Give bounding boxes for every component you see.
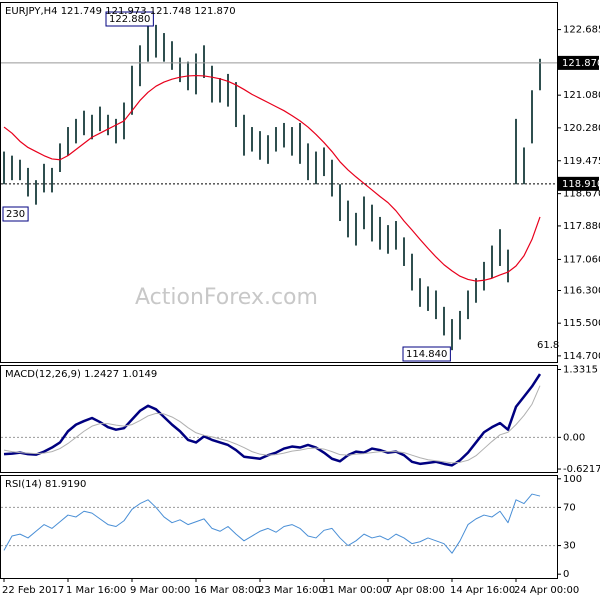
y-tick-label: 1.3315 [563,365,598,376]
x-tick-label: 9 Mar 00:00 [130,585,190,596]
panel-frame [0,475,558,579]
annotation: 114.840 [406,349,447,360]
annotation: 230 [6,209,25,220]
y-tick-label: 118.670 [563,189,600,200]
y-tick-label: 122.685 [563,25,600,36]
moving-average [3,74,541,282]
annotation-box [105,11,154,27]
watermark: ActionForex.com [135,285,318,310]
y-tick-label: 70 [563,502,576,513]
x-tick-label: 24 Apr 00:00 [514,585,579,596]
x-tick-label: 14 Apr 16:00 [450,585,515,596]
y-tick-label: 116.300 [563,285,600,296]
panel-title: RSI(14) 81.9190 [5,479,86,490]
y-tick-label: 30 [563,541,576,552]
panel-title: EURJPY,H4 121.749 121.973 121.748 121.87… [5,6,236,17]
y-tick-label: 120.280 [563,123,600,134]
y-tick-label: -0.6217 [563,464,600,475]
y-tick-label: 100 [563,474,582,485]
x-tick-label: 7 Apr 08:00 [386,585,445,596]
x-tick-label: 23 Mar 16:00 [258,585,325,596]
series-line [3,493,541,554]
price-label-box [558,55,599,70]
y-tick-label: 117.880 [563,221,600,232]
annotation: 61.8 [537,340,559,351]
y-tick-label: 117.060 [563,254,600,265]
annotation-box [402,346,451,362]
panel-frame [0,365,558,473]
series-line [3,385,541,464]
price-label: 118.910 [562,179,600,190]
y-tick-label: 115.500 [563,318,600,329]
x-tick-label: 16 Mar 08:00 [194,585,261,596]
price-label-box [558,176,599,191]
panel-frame [0,2,558,363]
y-tick-label: 0 [563,569,569,580]
panel-title: MACD(12,26,9) 1.2427 1.0149 [5,369,157,380]
price-label: 121.870 [562,58,600,69]
x-tick-label: 1 Mar 16:00 [66,585,126,596]
series-line [3,373,542,467]
x-tick-label: 22 Feb 2017 [2,585,64,596]
annotation-box [2,206,29,222]
y-tick-label: 114.700 [563,351,600,362]
y-tick-label: 121.080 [563,90,600,101]
annotation: 122.880 [109,14,150,25]
x-tick-label: 31 Mar 00:00 [322,585,389,596]
y-tick-label: 0.00 [563,432,585,443]
y-tick-label: 119.475 [563,156,600,167]
